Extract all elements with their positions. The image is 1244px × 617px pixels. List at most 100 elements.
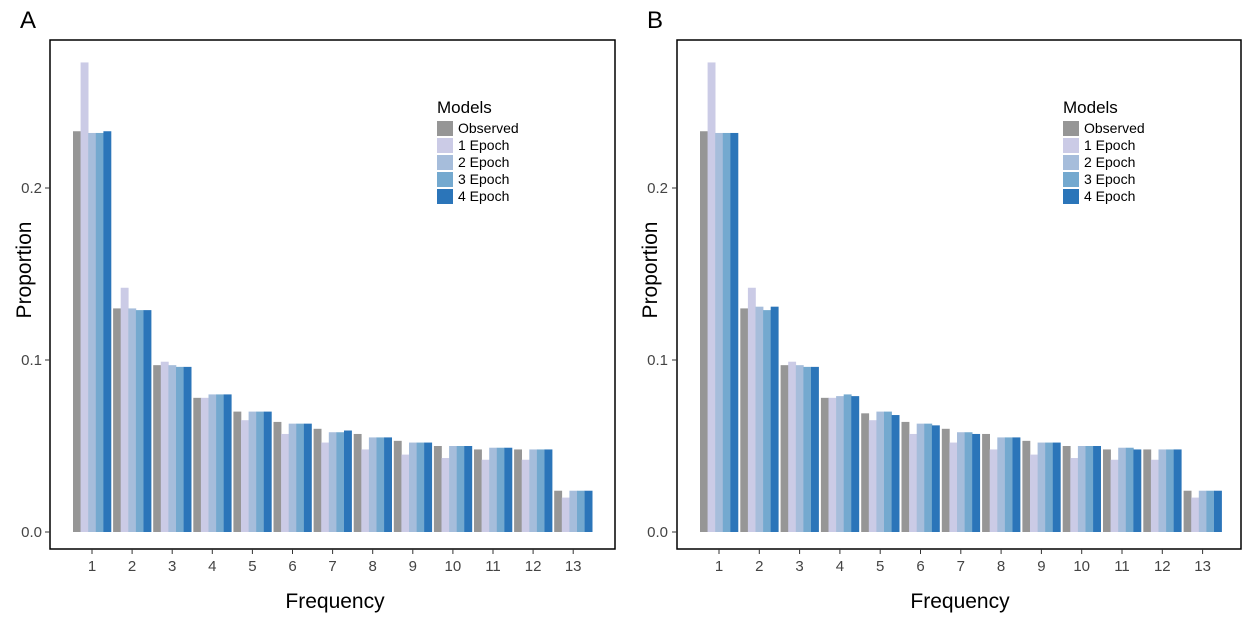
x-tick-label: 2 xyxy=(128,558,136,575)
bar-12-3-epoch xyxy=(536,449,545,532)
bar-13-4-epoch xyxy=(584,490,593,532)
bar-7-4-epoch xyxy=(972,433,981,532)
bar-5-1-epoch xyxy=(868,420,877,532)
bar-9-4-epoch xyxy=(424,442,433,532)
y-tick-label: 0.0 xyxy=(647,524,668,541)
legend-swatch xyxy=(437,138,453,153)
x-tick-label: 6 xyxy=(916,558,924,575)
y-tick-label: 0.1 xyxy=(21,352,42,369)
bar-7-3-epoch xyxy=(336,432,345,532)
x-tick-label: 3 xyxy=(795,558,803,575)
bar-3-observed xyxy=(780,365,789,532)
bar-4-observed xyxy=(193,397,202,532)
bar-6-2-epoch xyxy=(288,423,297,532)
legend-swatch xyxy=(437,155,453,170)
bar-12-4-epoch xyxy=(544,449,553,532)
legend-swatch xyxy=(437,121,453,136)
x-tick-label: 12 xyxy=(525,558,542,575)
bar-7-3-epoch xyxy=(964,432,973,532)
bar-8-2-epoch xyxy=(997,437,1006,532)
bar-10-4-epoch xyxy=(1093,446,1101,532)
bar-2-2-epoch xyxy=(128,308,137,532)
bar-4-3-epoch xyxy=(216,394,224,532)
bar-10-2-epoch xyxy=(1077,446,1086,532)
bar-8-observed xyxy=(982,433,990,532)
bar-5-3-epoch xyxy=(256,411,265,532)
bar-9-2-epoch xyxy=(409,442,417,532)
bar-8-3-epoch xyxy=(376,437,385,532)
bar-12-observed xyxy=(514,449,522,532)
legend-title: Models xyxy=(1063,98,1118,117)
x-tick-label: 4 xyxy=(836,558,844,575)
bar-6-2-epoch xyxy=(916,423,925,532)
x-axis-title: Frequency xyxy=(285,590,385,613)
legend-title: Models xyxy=(437,98,492,117)
x-axis-ticks: 1 2 3 4 5 6 7 8 9 10 11 12 13 xyxy=(88,549,582,575)
bar-2-1-epoch xyxy=(747,287,756,532)
legend-swatch xyxy=(1063,172,1079,187)
x-tick-label: 9 xyxy=(409,558,417,575)
panel-b: B 0.00.10.2 1 2 3 4 5 6 7 8 9 10 11 12 13 Frequency … xyxy=(639,7,1242,613)
bar-5-4-epoch xyxy=(891,415,900,532)
bar-7-2-epoch xyxy=(328,432,337,532)
y-tick-label: 0.0 xyxy=(21,524,42,541)
bar-8-observed xyxy=(353,433,362,532)
legend-label: 4 Epoch xyxy=(1084,188,1135,204)
bar-3-4-epoch xyxy=(183,366,192,532)
x-tick-label: 1 xyxy=(715,558,723,575)
bar-11-4-epoch xyxy=(1133,449,1142,532)
legend-label: 4 Epoch xyxy=(458,188,509,204)
bar-3-2-epoch xyxy=(795,365,804,532)
bar-10-1-epoch xyxy=(1070,458,1079,532)
bar-12-3-epoch xyxy=(1166,449,1174,532)
bar-2-2-epoch xyxy=(755,306,764,532)
x-tick-label: 12 xyxy=(1154,558,1171,575)
bar-10-3-epoch xyxy=(456,446,465,532)
x-tick-label: 6 xyxy=(288,558,296,575)
bar-4-4-epoch xyxy=(223,394,232,532)
bar-6-4-epoch xyxy=(303,423,312,532)
bar-13-2-epoch xyxy=(569,490,578,532)
bar-3-3-epoch xyxy=(176,366,184,532)
bar-9-1-epoch xyxy=(1030,454,1038,532)
bar-2-3-epoch xyxy=(135,310,144,532)
bar-8-4-epoch xyxy=(1012,437,1021,532)
x-tick-label: 11 xyxy=(485,558,501,575)
bar-6-observed xyxy=(901,421,910,532)
legend-label: 2 Epoch xyxy=(458,154,509,170)
bar-11-observed xyxy=(474,449,482,532)
legend-label: 2 Epoch xyxy=(1084,154,1135,170)
bar-11-3-epoch xyxy=(496,447,505,532)
legend-swatch xyxy=(437,189,453,204)
bar-7-1-epoch xyxy=(321,442,330,532)
bar-11-1-epoch xyxy=(481,459,490,532)
bar-5-4-epoch xyxy=(263,411,272,532)
x-axis-title: Frequency xyxy=(910,590,1010,613)
bar-12-1-epoch xyxy=(1150,459,1159,532)
bar-4-4-epoch xyxy=(851,396,860,532)
bar-8-2-epoch xyxy=(368,437,377,532)
bar-5-2-epoch xyxy=(248,411,257,532)
bar-1-1-epoch xyxy=(80,62,89,532)
bar-3-3-epoch xyxy=(803,366,812,532)
bar-8-1-epoch xyxy=(989,449,998,532)
panel-letter-a: A xyxy=(20,7,36,34)
bar-4-1-epoch xyxy=(828,397,837,532)
bar-13-1-epoch xyxy=(1191,497,1200,532)
x-tick-label: 5 xyxy=(248,558,256,575)
legend-swatch xyxy=(1063,138,1079,153)
legend-label: Observed xyxy=(458,120,519,136)
bar-8-1-epoch xyxy=(361,449,370,532)
bar-10-4-epoch xyxy=(464,446,473,532)
bar-5-observed xyxy=(861,413,870,532)
bar-7-observed xyxy=(941,428,950,532)
bar-3-1-epoch xyxy=(160,361,169,532)
bar-12-observed xyxy=(1143,449,1152,532)
bar-7-1-epoch xyxy=(949,442,958,532)
bar-12-2-epoch xyxy=(1158,449,1167,532)
bar-9-3-epoch xyxy=(1045,442,1054,532)
bar-10-observed xyxy=(1062,446,1071,532)
x-tick-label: 8 xyxy=(369,558,377,575)
bar-13-observed xyxy=(1183,490,1192,532)
bar-2-4-epoch xyxy=(770,306,779,532)
